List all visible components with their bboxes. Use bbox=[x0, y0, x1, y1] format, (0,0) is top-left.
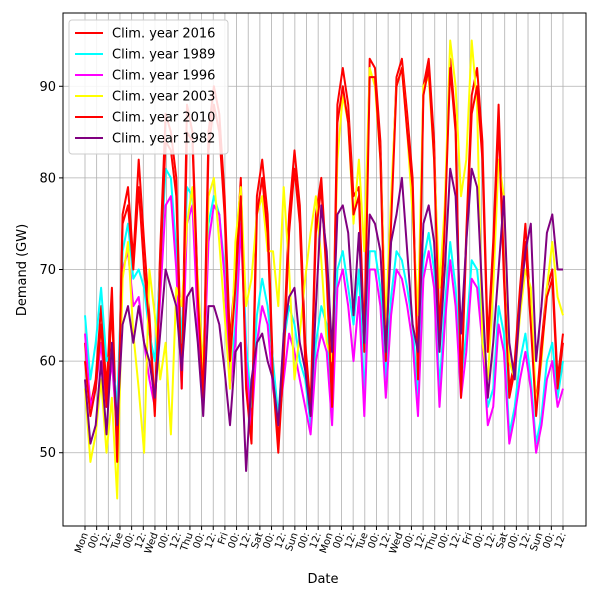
x-tick-label: 12: bbox=[133, 531, 149, 550]
legend-label: Clim. year 1982 bbox=[112, 132, 215, 147]
x-tick-label: 00: bbox=[401, 531, 417, 550]
x-tick-label: Sat bbox=[495, 531, 511, 550]
legend-label: Clim. year 2016 bbox=[112, 27, 215, 42]
x-tick-label: 00: bbox=[122, 531, 138, 550]
x-tick-label: Fri bbox=[461, 531, 475, 546]
x-tick-label: 12: bbox=[518, 531, 534, 550]
series-layer bbox=[84, 39, 564, 500]
x-tick-label: 12: bbox=[378, 531, 394, 550]
x-tick-label: 12: bbox=[168, 531, 184, 550]
x-tick-label: 12: bbox=[308, 531, 324, 550]
y-axis-label: Demand (GW) bbox=[15, 224, 30, 316]
x-tick-label: 00: bbox=[192, 531, 208, 550]
x-tick-label: 00: bbox=[296, 531, 312, 550]
series-line-clim-year-1996 bbox=[84, 195, 564, 454]
x-axis-ticks: Mon00:12:Tue00:12:Wed00:12:Thu00:12:Fri0… bbox=[73, 526, 569, 556]
y-axis-ticks: 50 60 70 80 90 bbox=[39, 80, 63, 461]
series-line-clim-year-2003 bbox=[84, 39, 564, 500]
x-tick-label: 12: bbox=[553, 531, 569, 550]
legend-box bbox=[68, 19, 229, 155]
legend-label: Clim. year 1996 bbox=[112, 69, 215, 84]
x-tick-label: 00: bbox=[331, 531, 347, 550]
x-tick-label: 00: bbox=[436, 531, 452, 550]
x-tick-label: 00: bbox=[366, 531, 382, 550]
x-tick-label: 12: bbox=[448, 531, 464, 550]
x-tick-label: 12: bbox=[343, 531, 359, 550]
x-tick-label: 00: bbox=[87, 531, 103, 550]
y-tick-label: 60 bbox=[39, 355, 56, 370]
x-axis-label: Date bbox=[307, 572, 338, 587]
x-tick-label: 12: bbox=[98, 531, 114, 550]
legend-label: Clim. year 2010 bbox=[112, 111, 215, 126]
legend-label: Clim. year 1989 bbox=[112, 48, 215, 63]
y-tick-label: 50 bbox=[39, 446, 56, 461]
x-tick-label: 12: bbox=[238, 531, 254, 550]
x-tick-label: 12: bbox=[483, 531, 499, 550]
series-line-clim-year-1982 bbox=[84, 167, 563, 472]
x-tick-label: 12: bbox=[413, 531, 429, 550]
y-tick-label: 70 bbox=[39, 263, 56, 278]
legend: Clim. year 2016 Clim. year 1989 Clim. year… bbox=[68, 19, 229, 155]
x-tick-label: 12: bbox=[203, 531, 219, 550]
x-tick-label: 00: bbox=[227, 531, 243, 550]
legend-label: Clim. year 2003 bbox=[112, 90, 215, 105]
y-tick-label: 90 bbox=[39, 80, 56, 95]
x-tick-label: 00: bbox=[506, 531, 522, 550]
x-tick-label: 00: bbox=[471, 531, 487, 550]
x-tick-label: 00: bbox=[157, 531, 173, 550]
x-tick-label: 00: bbox=[262, 531, 278, 550]
x-tick-label: Sat bbox=[250, 531, 266, 550]
x-tick-label: Fri bbox=[216, 531, 230, 546]
x-tick-label: 12: bbox=[273, 531, 289, 550]
x-tick-label: 00: bbox=[541, 531, 557, 550]
y-tick-label: 80 bbox=[39, 171, 56, 186]
